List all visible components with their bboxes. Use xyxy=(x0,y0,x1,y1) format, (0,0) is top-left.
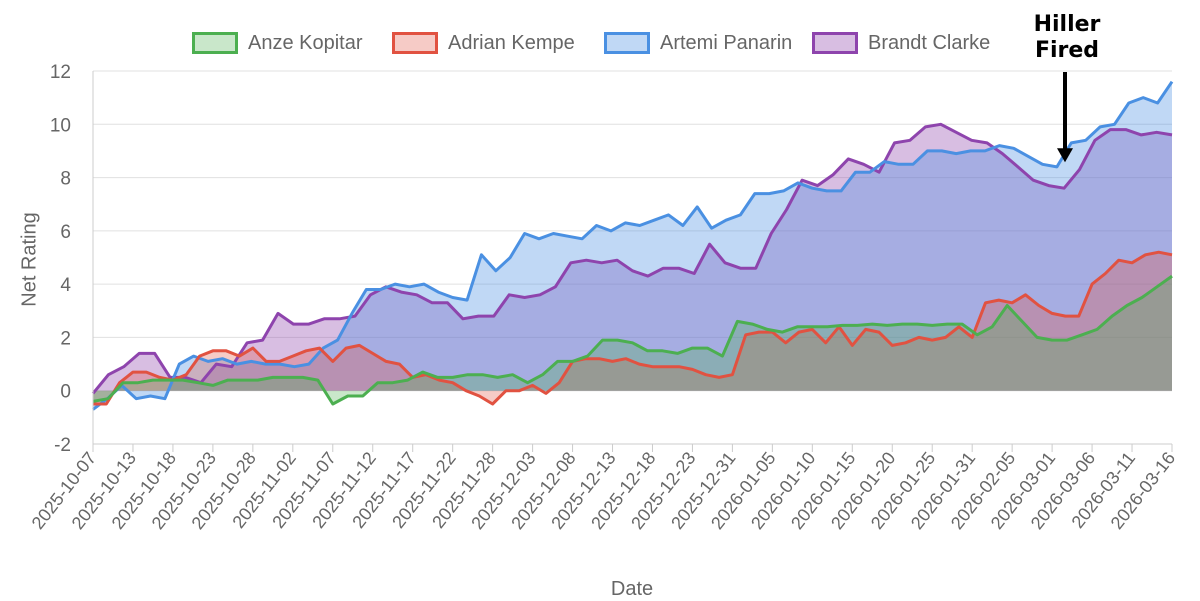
annotation-arrow-head xyxy=(1057,148,1073,163)
legend-item-1[interactable]: Adrian Kempe xyxy=(392,28,575,58)
annotation-arrow xyxy=(1057,72,1073,163)
series-area-3 xyxy=(93,124,1172,394)
series-area-0 xyxy=(93,276,1172,404)
legend-label: Anze Kopitar xyxy=(248,31,363,54)
grid-lines xyxy=(93,70,1172,445)
legend-swatch xyxy=(392,32,438,54)
series-line-0 xyxy=(92,274,1173,406)
y-axis-title: Net Rating xyxy=(18,212,41,307)
series-areas xyxy=(93,81,1172,410)
series-line-2 xyxy=(92,80,1174,411)
legend-item-0[interactable]: Anze Kopitar xyxy=(192,28,363,58)
y-tick-label: 4 xyxy=(60,275,71,296)
series-area-1 xyxy=(93,252,1172,404)
legend-label: Adrian Kempe xyxy=(448,31,575,54)
y-tick-label: 10 xyxy=(50,115,71,136)
annotation-line-1: Hiller xyxy=(1033,12,1101,37)
legend-swatch xyxy=(812,32,858,54)
legend-item-2[interactable]: Artemi Panarin xyxy=(604,28,792,58)
legend-label: Artemi Panarin xyxy=(660,31,793,54)
legend-swatch xyxy=(192,32,238,54)
series-area-2 xyxy=(93,81,1172,410)
y-tick-label: 2 xyxy=(60,328,71,349)
y-tick-label: 12 xyxy=(50,62,71,83)
x-axis-title: Date xyxy=(610,578,654,600)
legend-label: Brandt Clarke xyxy=(868,31,991,54)
legend-swatch xyxy=(604,32,650,54)
annotation-label: Hiller Fired xyxy=(1024,12,1110,64)
annotation-line-2: Fired xyxy=(1034,38,1100,63)
legend-item-3[interactable]: Brandt Clarke xyxy=(812,28,990,58)
series-lines xyxy=(91,80,1174,411)
y-tick-label: -2 xyxy=(54,435,71,456)
y-tick-label: 6 xyxy=(60,222,71,243)
series-line-3 xyxy=(91,122,1173,395)
series-line-1 xyxy=(93,250,1173,406)
y-tick-label: 0 xyxy=(60,382,71,403)
y-tick-label: 8 xyxy=(60,169,71,190)
